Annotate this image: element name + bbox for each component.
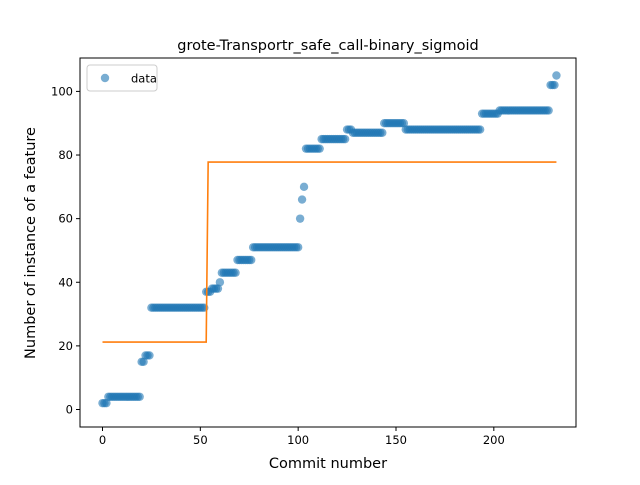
y-tick-label: 0 <box>66 403 73 417</box>
legend-label: data <box>131 72 157 86</box>
x-tick-label: 100 <box>287 433 309 447</box>
legend-marker <box>100 73 110 83</box>
x-tick-label: 0 <box>99 433 106 447</box>
data-point <box>550 80 559 90</box>
data-point <box>231 268 240 277</box>
y-tick-label: 60 <box>58 212 73 226</box>
data-point <box>135 392 144 401</box>
x-axis-label: Commit number <box>269 456 387 472</box>
data-point <box>295 214 305 223</box>
data-point <box>102 398 111 408</box>
fit-line <box>102 161 557 343</box>
axes: 0 50 100 150 200 0 20 40 60 80 100 <box>51 57 577 447</box>
y-tick-label: 20 <box>58 339 73 353</box>
data-point <box>552 71 561 80</box>
data-point <box>213 284 223 293</box>
data-point <box>215 278 225 287</box>
legend-box <box>86 64 158 92</box>
plot-area <box>98 71 561 408</box>
data-point <box>315 144 324 153</box>
data-point <box>399 119 409 128</box>
x-tick-label: 200 <box>483 433 505 447</box>
y-tick-label: 40 <box>58 275 73 289</box>
legend: data <box>86 64 158 92</box>
y-axis-label: Number of instance of a feature <box>23 127 39 359</box>
data-point <box>475 125 485 134</box>
data-point <box>139 357 148 366</box>
y-tick-label: 100 <box>51 84 73 98</box>
chart-title: grote-Transportr_safe_call-binary_sigmoi… <box>177 38 478 54</box>
data-point <box>340 134 350 144</box>
data-point <box>293 243 303 252</box>
data-point <box>297 195 307 204</box>
x-tick-label: 50 <box>193 433 208 447</box>
axes-frame <box>79 57 577 428</box>
y-tick-label: 80 <box>58 148 73 162</box>
data-point <box>145 351 154 360</box>
data-point <box>378 128 387 137</box>
data-point <box>299 182 309 192</box>
data-point <box>544 106 553 115</box>
x-tick-label: 150 <box>385 433 407 447</box>
data-point <box>247 255 256 265</box>
plot-inner <box>98 71 561 408</box>
